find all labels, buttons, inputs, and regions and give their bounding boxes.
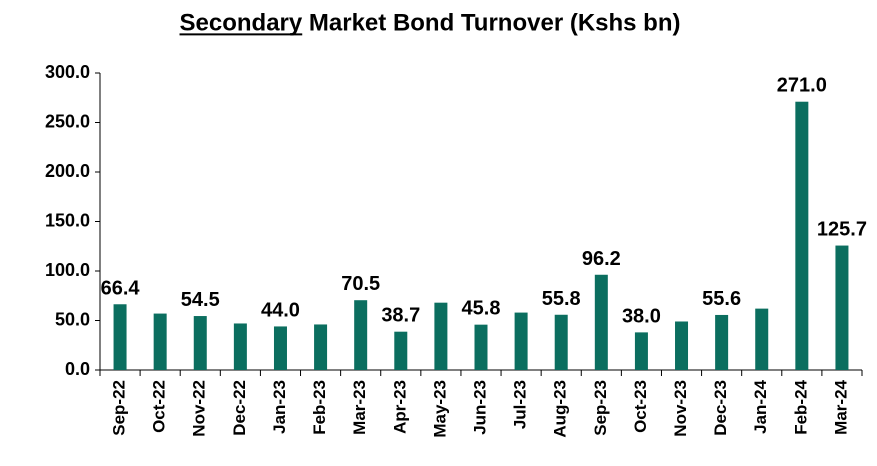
x-tick-label: Jan-24 xyxy=(751,379,770,433)
data-label: 45.8 xyxy=(462,298,501,320)
x-tick-label: Jul-23 xyxy=(511,380,530,429)
bar xyxy=(755,308,769,370)
bar xyxy=(153,313,167,370)
x-tick-label: Oct-23 xyxy=(631,380,650,433)
x-tick-label: May-23 xyxy=(430,380,449,438)
bar xyxy=(554,314,568,370)
data-label: 54.5 xyxy=(181,289,220,311)
x-tick-label: Jun-23 xyxy=(470,380,489,435)
bar xyxy=(394,331,408,370)
x-tick-label: Sep-22 xyxy=(110,380,129,436)
x-tick-label: Nov-22 xyxy=(190,380,209,437)
bar xyxy=(113,304,127,370)
chart-title: Secondary Market Bond Turnover (Kshs bn) xyxy=(180,9,681,36)
x-tick-label: Aug-23 xyxy=(551,380,570,438)
bar xyxy=(715,314,729,370)
y-tick-label: 300.0 xyxy=(45,62,90,82)
x-tick-label: Mar-24 xyxy=(831,379,850,434)
y-tick-label: 100.0 xyxy=(45,260,90,280)
data-label: 44.0 xyxy=(261,299,300,321)
bar xyxy=(233,323,247,370)
x-tick-label: Feb-24 xyxy=(791,379,810,434)
x-tick-label: Sep-23 xyxy=(591,380,610,436)
bar xyxy=(273,326,287,370)
y-tick-label: 200.0 xyxy=(45,161,90,181)
bar xyxy=(434,302,448,370)
data-label: 125.7 xyxy=(817,219,867,241)
x-tick-label: Dec-23 xyxy=(711,380,730,436)
data-label: 96.2 xyxy=(582,248,621,270)
bar xyxy=(474,324,488,370)
bar xyxy=(594,274,608,370)
bar xyxy=(795,101,809,371)
y-tick-label: 50.0 xyxy=(55,309,90,329)
x-tick-label: Oct-22 xyxy=(150,380,169,433)
data-label: 55.8 xyxy=(542,288,581,310)
bar xyxy=(354,300,368,370)
x-tick-label: Mar-23 xyxy=(350,380,369,435)
x-tick-label: Nov-23 xyxy=(671,380,690,437)
data-label: 38.0 xyxy=(622,305,661,327)
bar xyxy=(835,245,849,370)
x-tick-label: Jan-23 xyxy=(270,380,289,434)
y-tick-label: 250.0 xyxy=(45,111,90,131)
data-label: 38.7 xyxy=(381,305,420,327)
data-label: 55.6 xyxy=(702,288,741,310)
data-label: 66.4 xyxy=(101,277,141,299)
bar xyxy=(193,316,207,370)
data-label: 70.5 xyxy=(341,273,380,295)
bar xyxy=(634,332,648,370)
y-tick-label: 0.0 xyxy=(65,359,90,379)
x-tick-label: Feb-23 xyxy=(310,380,329,435)
bar xyxy=(314,324,328,370)
x-tick-label: Dec-22 xyxy=(230,380,249,436)
bar xyxy=(675,321,689,370)
bar xyxy=(514,312,528,370)
data-label: 271.0 xyxy=(777,75,827,97)
y-tick-label: 150.0 xyxy=(45,210,90,230)
x-tick-label: Apr-23 xyxy=(390,380,409,434)
